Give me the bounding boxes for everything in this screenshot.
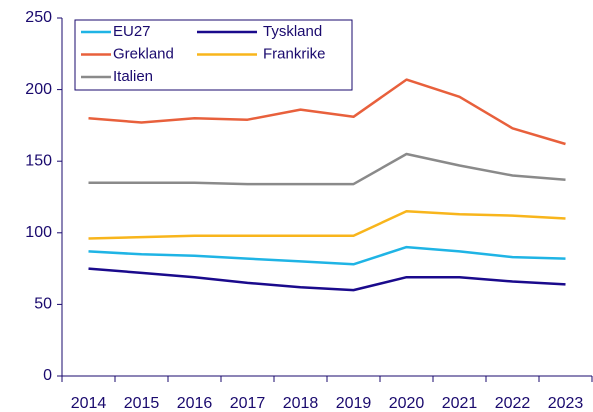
y-tick-label: 150 xyxy=(25,152,52,169)
legend-label: EU27 xyxy=(113,23,151,40)
legend-label: Italien xyxy=(113,68,153,85)
series-line xyxy=(88,267,566,292)
legend-label: Grekland xyxy=(113,45,174,62)
legend: EU27 Tyskland Grekland Frankrike Italien xyxy=(74,19,353,91)
x-tick-label: 2019 xyxy=(336,395,372,412)
x-tick-label: 2018 xyxy=(283,395,319,412)
x-tick-label: 2015 xyxy=(124,395,160,412)
x-tick-label: 2016 xyxy=(177,395,213,412)
y-tick-label: 50 xyxy=(34,296,52,313)
y-tick-label: 100 xyxy=(25,224,52,241)
x-tick-label: 2022 xyxy=(495,395,531,412)
series-line xyxy=(88,152,566,186)
x-tick-label: 2023 xyxy=(548,395,584,412)
y-tick-label: 250 xyxy=(25,9,52,26)
x-tick-label: 2020 xyxy=(389,395,425,412)
series-line xyxy=(88,78,566,146)
x-tick-label: 2021 xyxy=(442,395,478,412)
y-tick-label: 0 xyxy=(43,367,52,384)
legend-label: Tyskland xyxy=(263,23,322,40)
series-line xyxy=(88,245,566,266)
x-tick-label: 2014 xyxy=(71,395,107,412)
y-tick-label: 200 xyxy=(25,81,52,98)
legend-label: Frankrike xyxy=(263,45,326,62)
x-tick-label: 2017 xyxy=(230,395,266,412)
series-line xyxy=(88,210,566,240)
